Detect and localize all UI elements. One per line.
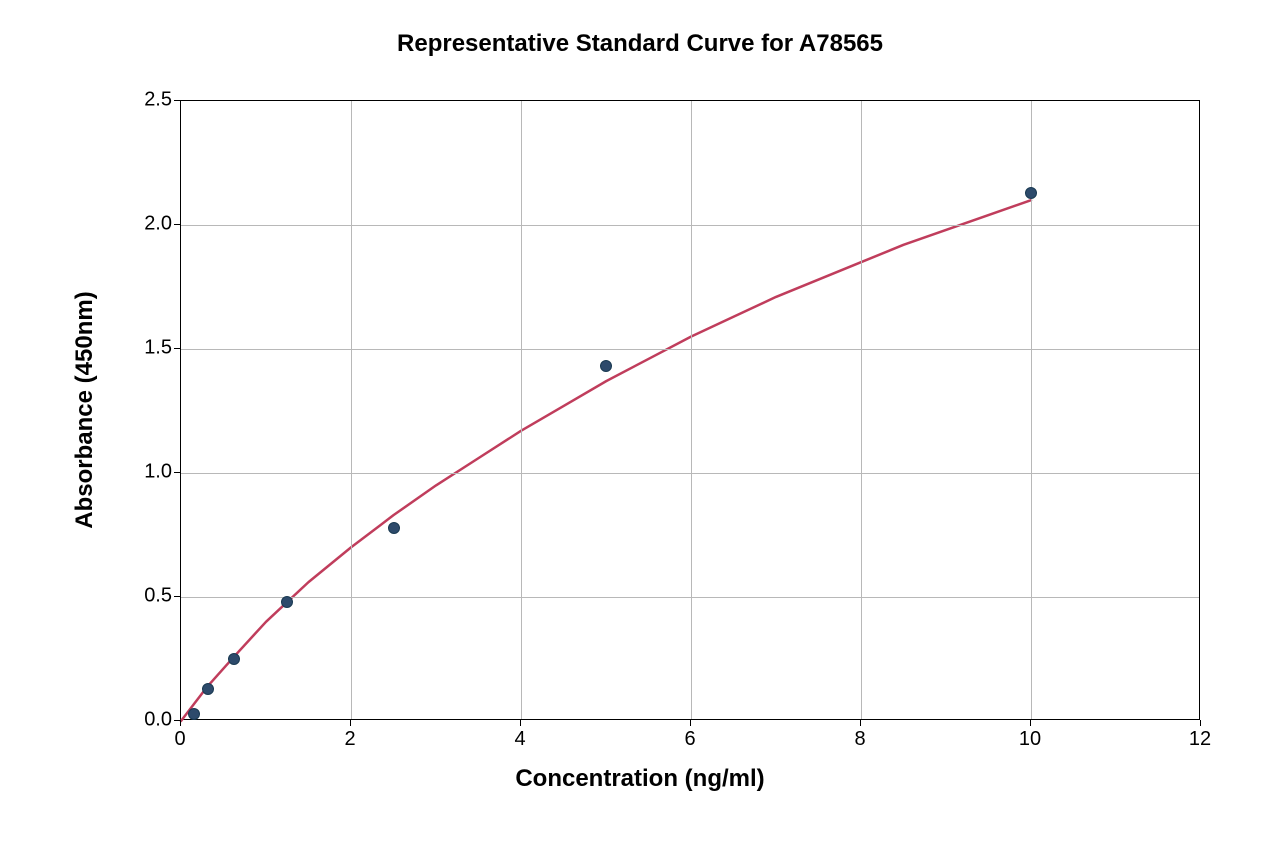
x-tick-mark — [860, 720, 861, 726]
x-tick-label: 2 — [344, 728, 355, 751]
x-tick-mark — [1030, 720, 1031, 726]
y-tick-label: 0.0 — [122, 709, 172, 732]
chart-container: Representative Standard Curve for A78565… — [40, 30, 1240, 815]
data-point — [281, 596, 293, 608]
x-tick-mark — [180, 720, 181, 726]
grid-line-horizontal — [181, 349, 1199, 350]
x-tick-label: 6 — [684, 728, 695, 751]
y-tick-mark — [174, 224, 180, 225]
data-point — [202, 683, 214, 695]
x-tick-label: 12 — [1189, 728, 1211, 751]
data-point — [188, 708, 200, 720]
x-tick-mark — [1200, 720, 1201, 726]
y-tick-label: 2.0 — [122, 213, 172, 236]
grid-line-horizontal — [181, 225, 1199, 226]
x-tick-label: 10 — [1019, 728, 1041, 751]
curve-svg — [181, 101, 1199, 719]
y-tick-mark — [174, 596, 180, 597]
y-tick-mark — [174, 100, 180, 101]
x-axis-label: Concentration (ng/ml) — [515, 765, 764, 793]
grid-line-vertical — [351, 101, 352, 719]
x-tick-label: 8 — [854, 728, 865, 751]
x-tick-mark — [350, 720, 351, 726]
grid-line-vertical — [521, 101, 522, 719]
curve-line — [181, 200, 1031, 721]
y-axis-label: Absorbance (450nm) — [71, 291, 99, 528]
y-tick-mark — [174, 472, 180, 473]
chart-title: Representative Standard Curve for A78565 — [40, 30, 1240, 58]
grid-line-vertical — [691, 101, 692, 719]
y-tick-label: 2.5 — [122, 89, 172, 112]
grid-line-horizontal — [181, 473, 1199, 474]
x-tick-mark — [690, 720, 691, 726]
data-point — [228, 653, 240, 665]
data-point — [600, 360, 612, 372]
x-tick-mark — [520, 720, 521, 726]
data-point — [388, 522, 400, 534]
grid-line-horizontal — [181, 597, 1199, 598]
x-tick-label: 4 — [514, 728, 525, 751]
grid-line-vertical — [861, 101, 862, 719]
data-point — [1025, 187, 1037, 199]
y-tick-mark — [174, 720, 180, 721]
x-tick-label: 0 — [174, 728, 185, 751]
y-tick-label: 1.0 — [122, 461, 172, 484]
y-tick-label: 1.5 — [122, 337, 172, 360]
y-tick-label: 0.5 — [122, 585, 172, 608]
plot-area — [180, 100, 1200, 720]
y-tick-mark — [174, 348, 180, 349]
